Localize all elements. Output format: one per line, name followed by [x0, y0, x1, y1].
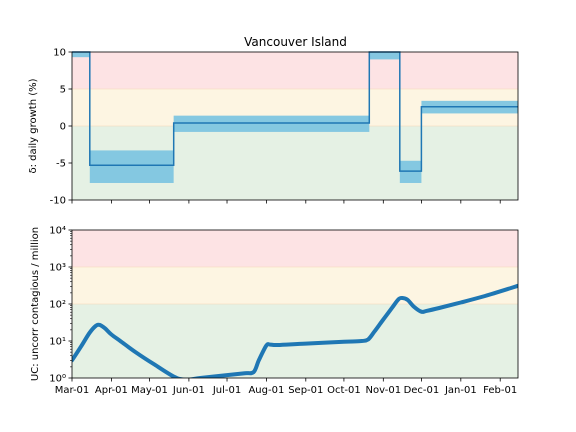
- x-tick-label: Jul-01: [212, 385, 241, 396]
- growth-step-line: [72, 51, 518, 172]
- y-tick-label: 10¹: [49, 337, 66, 348]
- y-tick-label: -10: [50, 196, 66, 207]
- y-tick-label: 10⁴: [49, 226, 66, 237]
- x-tick-label: Aug-01: [248, 385, 284, 396]
- x-tick-label: Mar-01: [55, 385, 90, 396]
- uncertainty-range: [89, 150, 174, 183]
- x-tick-label: Jan-01: [444, 385, 477, 396]
- y-tick-label: 10⁰: [49, 374, 66, 385]
- chart-title: Vancouver Island: [244, 35, 347, 49]
- plot-frame: [71, 51, 519, 201]
- y-tick-label: 0: [60, 122, 66, 133]
- x-tick-label: Oct-01: [327, 385, 361, 396]
- x-tick-label: May-01: [131, 385, 168, 396]
- x-tick-label: Feb-01: [483, 385, 517, 396]
- uncertainty-range: [369, 52, 400, 60]
- risk-band: [72, 230, 518, 267]
- y-tick-label: 10²: [49, 300, 66, 311]
- risk-band: [72, 267, 518, 304]
- x-tick-label: Jun-01: [172, 385, 205, 396]
- y-tick-label: 10: [53, 48, 66, 59]
- uncertainty-range: [72, 52, 90, 58]
- x-tick-label: Apr-01: [95, 385, 128, 396]
- y-tick-label: -5: [56, 159, 66, 170]
- risk-band: [72, 52, 518, 89]
- y-tick-label: 5: [60, 85, 66, 96]
- risk-band: [72, 304, 518, 378]
- y-tick-label: 10³: [49, 263, 66, 274]
- top-y-axis-label: δ: daily growth (%): [28, 78, 39, 173]
- daily-growth-plot: 10 5 0 -5 -10: [50, 48, 519, 207]
- uncertainty-range: [173, 115, 370, 132]
- contagious-line: [72, 283, 518, 378]
- plot-frame: [71, 229, 519, 379]
- x-tick-label: Nov-01: [366, 385, 402, 396]
- uncertainty-range: [399, 160, 422, 183]
- x-tick-label: Dec-01: [404, 385, 440, 396]
- x-tick-label: Sep-01: [288, 385, 323, 396]
- bottom-y-axis-label: UC: uncorr contagious / million: [30, 227, 41, 381]
